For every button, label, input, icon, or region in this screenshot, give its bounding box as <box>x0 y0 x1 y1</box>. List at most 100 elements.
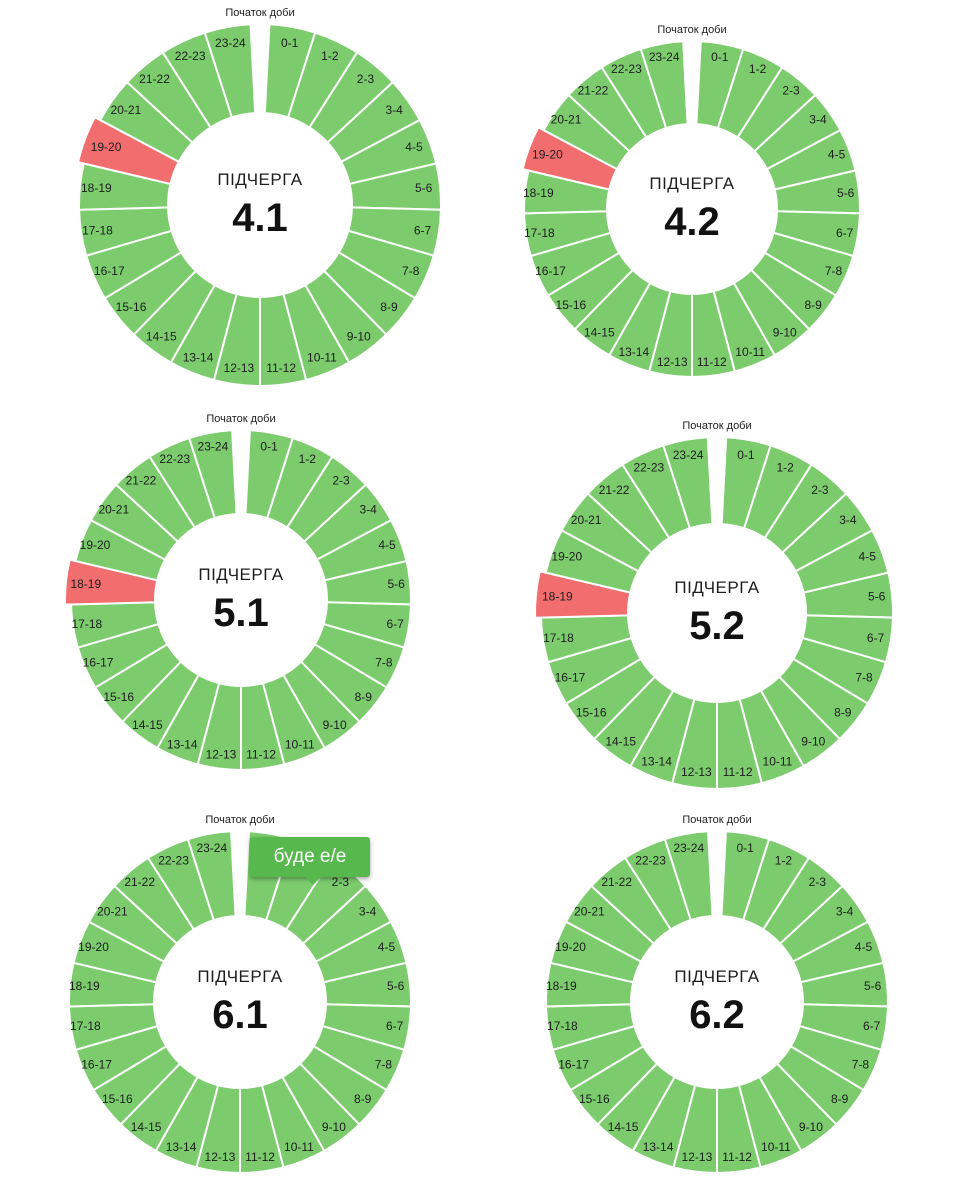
slice-label: 1-2 <box>775 853 793 867</box>
slice-label: 20-21 <box>551 113 582 127</box>
slice-label: 3-4 <box>385 103 403 117</box>
group-number: 5.2 <box>689 604 745 648</box>
group-word: ПІДЧЕРГА <box>649 174 734 193</box>
slice-label: 12-13 <box>682 1150 713 1164</box>
slice-23-24-on[interactable] <box>662 436 714 530</box>
slice-label: 13-14 <box>643 1140 674 1154</box>
slice-label: 10-11 <box>284 1140 314 1154</box>
slice-label: 22-23 <box>159 452 190 466</box>
slice-23-24-on[interactable] <box>186 830 237 922</box>
day-start-label: Початок доби <box>225 7 294 19</box>
slice-label: 8-9 <box>831 1092 849 1106</box>
slice-tooltip: буде е/е <box>250 837 370 885</box>
slice-label: 0-1 <box>737 841 755 855</box>
slice-label: 9-10 <box>801 734 825 748</box>
slice-label: 15-16 <box>576 706 607 720</box>
slice-label: 23-24 <box>649 50 680 64</box>
slice-label: 6-7 <box>386 1019 404 1033</box>
slice-label: 3-4 <box>360 503 378 517</box>
slice-label: 7-8 <box>855 670 873 684</box>
slice-label: 18-19 <box>70 577 101 591</box>
slice-label: 21-22 <box>599 483 630 497</box>
slice-label: 18-19 <box>81 181 112 195</box>
slice-label: 23-24 <box>673 448 704 462</box>
slice-23-24-on[interactable] <box>663 830 714 922</box>
slice-label: 22-23 <box>634 461 665 475</box>
slice-label: 10-11 <box>763 755 793 769</box>
slice-label: 16-17 <box>81 1058 112 1072</box>
group-word: ПІДЧЕРГА <box>198 565 283 584</box>
slice-label: 2-3 <box>782 83 800 97</box>
tooltip-text: буде е/е <box>273 846 347 867</box>
slice-label: 10-11 <box>735 345 765 359</box>
slice-label: 1-2 <box>776 461 794 475</box>
slice-label: 14-15 <box>605 734 636 748</box>
slice-label: 14-15 <box>146 330 177 344</box>
slice-label: 7-8 <box>852 1058 870 1072</box>
slice-label: 18-19 <box>69 979 100 993</box>
slice-label: 19-20 <box>532 148 563 162</box>
slice-label: 12-13 <box>205 1150 236 1164</box>
slice-label: 8-9 <box>804 298 822 312</box>
slice-label: 13-14 <box>183 350 214 364</box>
slice-label: 22-23 <box>611 62 642 76</box>
slice-label: 14-15 <box>608 1120 639 1134</box>
slice-label: 9-10 <box>347 330 371 344</box>
slice-label: 2-3 <box>809 875 827 889</box>
slice-label: 6-7 <box>867 631 885 645</box>
slice-label: 8-9 <box>380 300 398 314</box>
slice-label: 11-12 <box>245 1150 275 1164</box>
slice-label: 9-10 <box>799 1120 823 1134</box>
slice-label: 3-4 <box>839 513 857 527</box>
slice-label: 20-21 <box>574 904 605 918</box>
slice-label: 9-10 <box>773 326 797 340</box>
slice-label: 10-11 <box>307 350 337 364</box>
slice-label: 0-1 <box>711 50 729 64</box>
slice-23-24-on[interactable] <box>203 23 257 119</box>
slice-label: 12-13 <box>657 355 688 369</box>
slice-label: 8-9 <box>354 1092 372 1106</box>
slice-label: 7-8 <box>375 656 393 670</box>
slice-label: 4-5 <box>378 538 396 552</box>
slice-label: 10-11 <box>285 738 315 752</box>
slice-label: 18-19 <box>546 979 577 993</box>
slice-label: 23-24 <box>673 841 704 855</box>
slice-label: 11-12 <box>722 1150 752 1164</box>
slice-label: 19-20 <box>78 940 109 954</box>
slice-label: 23-24 <box>196 841 227 855</box>
slice-label: 21-22 <box>601 875 632 889</box>
schedule-chart-6.1: 2-3 3-4 4-5 5-6 6-7 7-8 8-9 9-10 10-11 11-12 12-13… <box>68 814 412 1175</box>
slice-label: 22-23 <box>635 853 666 867</box>
group-word: ПІДЧЕРГА <box>197 967 282 986</box>
slice-label: 17-18 <box>82 223 113 237</box>
slice-label: 4-5 <box>855 940 873 954</box>
slice-label: 5-6 <box>864 979 882 993</box>
slice-label: 7-8 <box>402 264 420 278</box>
slice-label: 8-9 <box>834 706 852 720</box>
slice-label: 17-18 <box>524 226 555 240</box>
slice-23-24-on[interactable] <box>639 40 689 130</box>
slice-label: 2-3 <box>811 483 829 497</box>
group-word: ПІДЧЕРГА <box>217 170 302 189</box>
slice-label: 9-10 <box>323 718 347 732</box>
slice-label: 2-3 <box>332 875 350 889</box>
slice-label: 21-22 <box>124 875 155 889</box>
slice-label: 11-12 <box>266 361 296 375</box>
slice-label: 14-15 <box>131 1120 162 1134</box>
slice-label: 6-7 <box>863 1019 881 1033</box>
slice-label: 5-6 <box>415 181 433 195</box>
slice-23-24-on[interactable] <box>187 429 238 520</box>
slice-label: 17-18 <box>70 1019 101 1033</box>
slice-label: 2-3 <box>357 72 375 86</box>
slice-label: 7-8 <box>825 264 843 278</box>
slice-label: 12-13 <box>681 765 712 779</box>
slice-label: 19-20 <box>551 549 582 563</box>
slice-label: 0-1 <box>737 448 755 462</box>
group-number: 6.1 <box>212 993 268 1037</box>
slice-label: 16-17 <box>558 1058 589 1072</box>
slice-label: 9-10 <box>322 1120 346 1134</box>
group-word: ПІДЧЕРГА <box>674 967 759 986</box>
slice-label: 13-14 <box>641 755 672 769</box>
slice-label: 0-1 <box>281 36 299 50</box>
slice-label: 3-4 <box>809 113 827 127</box>
